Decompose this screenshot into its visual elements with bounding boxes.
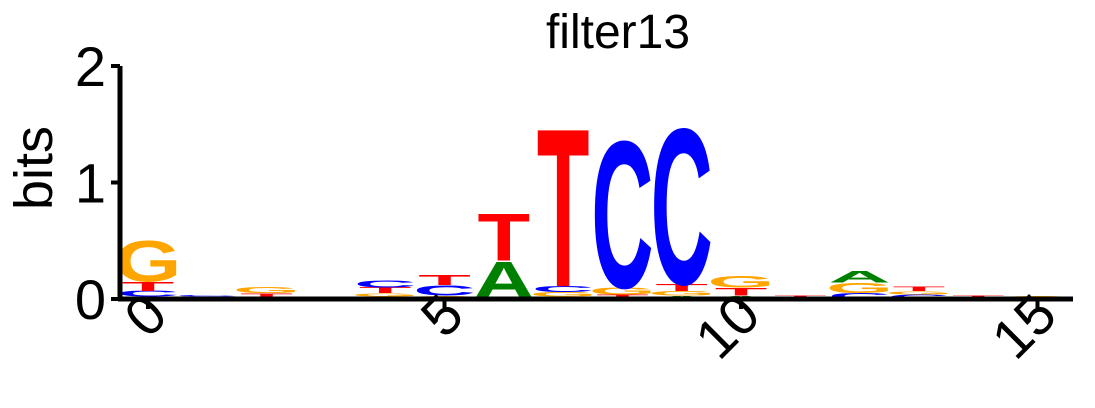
y-axis-ticks: 0 1 2 (75, 35, 120, 331)
y-tick-label: 2 (75, 35, 106, 98)
y-tick-label: 0 (75, 268, 106, 331)
logo-letter-g: G (233, 286, 300, 295)
logo-letter-t: T (893, 285, 946, 292)
logo-letter-g: G (115, 228, 182, 294)
logo-letter-c: C (413, 283, 475, 299)
y-tick-label: 1 (75, 152, 106, 215)
logo-letter-c: C (117, 289, 179, 298)
logo-letter-t: T (537, 83, 590, 335)
y-axis-label: bits (4, 126, 64, 210)
logo-letter-g: G (530, 291, 597, 298)
logo-letter-t: T (715, 285, 768, 298)
logo-letter-a: A (829, 268, 891, 286)
logo-letter-c: C (591, 99, 653, 333)
logo-letter-t: T (655, 282, 708, 293)
logo-letter-g: G (648, 290, 715, 297)
logo-letter-c: C (532, 285, 594, 294)
logo-letter-t: T (359, 286, 412, 295)
logo-letter-c: C (651, 82, 713, 331)
logo-letter-t: T (240, 292, 293, 299)
chart-title: filter13 (546, 6, 690, 59)
logo-letter-g: G (826, 280, 893, 296)
logo-letter-t: T (122, 279, 175, 294)
logo-letter-t: T (478, 200, 531, 275)
logo-letter-g: G (885, 290, 952, 295)
logo-letter-t: T (418, 272, 471, 288)
logo-letter-c: C (829, 292, 891, 301)
logo-letter-g: G (352, 292, 419, 297)
logo-letter-c: C (354, 279, 416, 290)
logo-letter-c: C (176, 295, 238, 297)
logo-letter-g: G (708, 273, 775, 291)
logo-letter-g: G (589, 286, 656, 297)
